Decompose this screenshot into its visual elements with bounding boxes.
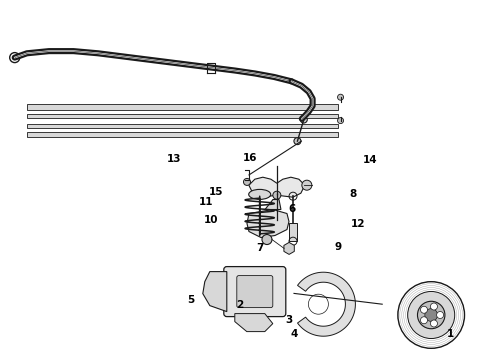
Text: 12: 12 xyxy=(350,219,365,229)
Bar xyxy=(27,132,338,138)
FancyBboxPatch shape xyxy=(224,267,286,316)
Text: 11: 11 xyxy=(198,197,213,207)
Text: 16: 16 xyxy=(243,153,257,163)
Circle shape xyxy=(425,309,438,321)
Text: 5: 5 xyxy=(188,294,195,305)
Text: 8: 8 xyxy=(349,189,356,199)
Circle shape xyxy=(302,180,312,190)
Circle shape xyxy=(300,116,307,123)
Circle shape xyxy=(430,320,438,327)
Text: 10: 10 xyxy=(203,215,218,225)
Circle shape xyxy=(262,234,272,244)
Text: 2: 2 xyxy=(237,300,244,310)
Circle shape xyxy=(244,179,250,185)
Bar xyxy=(289,223,297,241)
Text: 1: 1 xyxy=(447,329,454,339)
Text: 9: 9 xyxy=(335,242,342,252)
Text: 14: 14 xyxy=(363,155,377,165)
Circle shape xyxy=(420,317,427,324)
Circle shape xyxy=(294,138,301,145)
Polygon shape xyxy=(265,199,281,210)
Circle shape xyxy=(338,118,343,123)
Text: 7: 7 xyxy=(256,243,264,253)
Bar xyxy=(27,104,338,111)
Bar xyxy=(27,125,338,129)
Polygon shape xyxy=(235,314,273,332)
Text: 6: 6 xyxy=(288,204,295,214)
Text: 15: 15 xyxy=(208,186,223,197)
Text: 3: 3 xyxy=(286,315,293,325)
Circle shape xyxy=(308,294,328,314)
FancyBboxPatch shape xyxy=(237,276,273,307)
Bar xyxy=(27,114,338,118)
Polygon shape xyxy=(247,210,289,238)
Ellipse shape xyxy=(249,189,270,199)
Polygon shape xyxy=(297,272,355,336)
Polygon shape xyxy=(203,271,227,312)
Polygon shape xyxy=(249,177,305,197)
Circle shape xyxy=(273,191,281,199)
Circle shape xyxy=(408,292,455,338)
Text: 4: 4 xyxy=(290,329,298,339)
Circle shape xyxy=(420,306,427,313)
Text: 13: 13 xyxy=(167,154,181,164)
Circle shape xyxy=(338,94,343,100)
Circle shape xyxy=(417,301,445,329)
Circle shape xyxy=(430,303,438,310)
Circle shape xyxy=(437,311,443,319)
